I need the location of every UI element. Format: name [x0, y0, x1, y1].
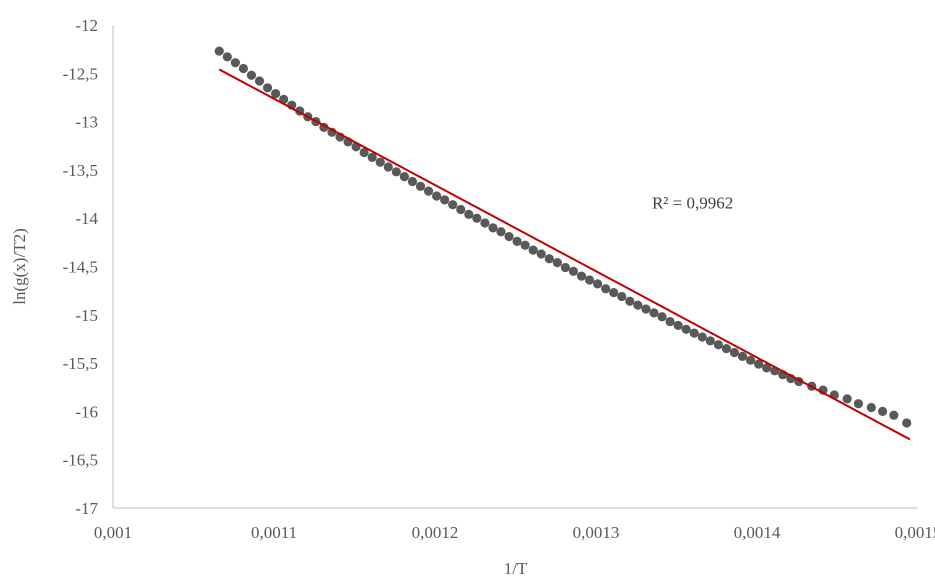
x-tick-label: 0,0013: [573, 523, 620, 542]
data-point: [512, 236, 522, 246]
y-tick-label: -16: [75, 402, 98, 421]
data-point: [665, 316, 675, 327]
data-point: [271, 88, 281, 99]
data-point: [641, 304, 651, 314]
data-point: [472, 213, 482, 223]
data-point: [737, 351, 748, 361]
data-point: [423, 186, 434, 196]
data-point: [552, 258, 562, 268]
data-point: [853, 399, 864, 409]
data-point: [464, 209, 474, 219]
x-tick-labels: 0,001 0,0011 0,0012 0,0013 0,0014 0,0015: [94, 523, 935, 542]
data-point: [222, 52, 232, 62]
data-point: [496, 227, 506, 237]
data-point: [576, 271, 587, 281]
data-point: [697, 332, 707, 342]
data-point: [399, 172, 410, 182]
data-point: [877, 406, 888, 416]
data-point: [593, 279, 603, 289]
data-point: [609, 287, 619, 298]
data-point: [544, 254, 554, 264]
data-point: [745, 355, 756, 365]
data-point: [713, 340, 723, 350]
data-point: [729, 347, 740, 358]
y-tick-label: -12: [75, 16, 98, 35]
data-point: [246, 70, 257, 80]
data-point: [415, 181, 426, 191]
data-point: [254, 76, 265, 86]
y-tick-label: -13,5: [63, 161, 98, 180]
data-points: [214, 46, 912, 428]
data-point: [238, 63, 249, 74]
y-tick-label: -16,5: [63, 451, 98, 470]
x-tick-label: 0,0015: [895, 523, 935, 542]
trendline-group: [218, 68, 911, 441]
trendline: [218, 68, 911, 441]
data-point: [754, 359, 764, 369]
x-tick-label: 0,0014: [734, 523, 781, 542]
data-point: [762, 363, 772, 373]
data-point: [359, 147, 369, 158]
data-point: [842, 394, 852, 404]
data-point: [407, 176, 418, 187]
data-point: [432, 191, 442, 201]
data-point: [705, 336, 715, 346]
data-point: [391, 167, 401, 177]
data-point: [681, 324, 691, 334]
y-axis-title: ln(g(x)/T2): [10, 228, 29, 304]
x-axis-title: 1/T: [504, 559, 528, 578]
data-point: [383, 162, 393, 172]
data-point: [488, 223, 498, 233]
data-point: [504, 231, 514, 242]
y-tick-label: -15,5: [63, 354, 98, 373]
x-tick-label: 0,0011: [251, 523, 297, 542]
data-point: [375, 157, 385, 167]
data-point: [633, 300, 643, 310]
data-point: [673, 320, 683, 331]
data-point: [625, 296, 635, 306]
data-point: [649, 308, 659, 318]
r-squared-label: R² = 0,9962: [652, 194, 733, 213]
y-tick-label: -12,5: [63, 64, 98, 83]
y-tick-label: -14,5: [63, 258, 98, 277]
x-tick-label: 0,001: [94, 523, 132, 542]
data-point: [889, 410, 899, 420]
data-point: [902, 418, 912, 428]
data-point: [536, 249, 546, 259]
data-point: [520, 240, 530, 250]
data-point: [528, 245, 538, 255]
data-point: [230, 58, 240, 68]
data-point: [367, 152, 377, 162]
y-tick-label: -13: [75, 113, 98, 132]
data-point: [866, 402, 876, 413]
data-point: [214, 46, 224, 56]
data-point: [617, 291, 627, 302]
data-point: [689, 328, 699, 338]
data-point: [262, 83, 273, 93]
data-point: [456, 204, 466, 215]
data-point: [560, 262, 571, 273]
y-tick-label: -17: [75, 499, 98, 518]
data-point: [657, 312, 667, 322]
y-tick-label: -15: [75, 306, 98, 325]
y-tick-label: -14: [75, 209, 98, 228]
data-point: [480, 218, 490, 228]
y-tick-labels: -12 -12,5 -13 -13,5 -14 -14,5 -15 -15,5 -16 -16,5…: [63, 16, 99, 518]
data-point: [440, 195, 450, 205]
x-tick-label: 0,0012: [412, 523, 459, 542]
data-point: [584, 275, 595, 285]
data-point: [448, 200, 458, 210]
data-point: [721, 344, 732, 354]
data-point: [568, 266, 579, 276]
data-point: [601, 284, 611, 294]
